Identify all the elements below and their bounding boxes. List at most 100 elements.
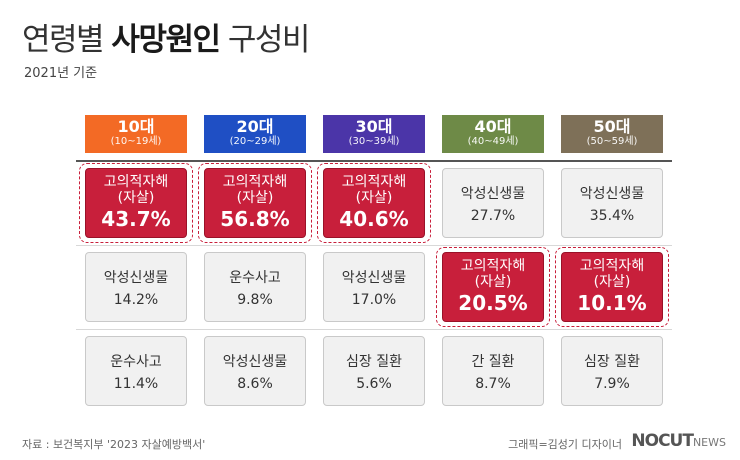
cause-label: 심장 질환 xyxy=(584,354,640,370)
table-cell: 악성신생물 8.6% xyxy=(191,330,319,413)
suicide-cause-card: 고의적자해자살10.1% xyxy=(561,252,663,322)
age-range-label: 30~39세 xyxy=(323,135,425,148)
cause-sub-label: 자살 xyxy=(205,190,305,206)
page-subtitle: 2021년 기준 xyxy=(24,66,98,81)
percentage-label: 8.7% xyxy=(475,376,511,392)
logo-main-text: NOCUT xyxy=(631,431,694,451)
cause-label: 고의적자해 xyxy=(460,258,526,274)
suicide-cause-card: 고의적자해자살40.6% xyxy=(323,168,425,238)
age-range-label: 10~19세 xyxy=(85,135,187,148)
suicide-cause-card: 고의적자해자살43.7% xyxy=(85,168,187,238)
percentage-label: 11.4% xyxy=(113,376,159,392)
row-divider xyxy=(76,329,196,330)
row-divider xyxy=(76,245,196,246)
percentage-label: 35.4% xyxy=(589,208,635,224)
logo-sub-text: NEWS xyxy=(692,436,726,449)
percentage-label: 9.8% xyxy=(237,292,273,308)
percentage-label: 40.6% xyxy=(339,207,409,231)
header-divider xyxy=(552,160,672,162)
header-divider xyxy=(195,160,315,162)
percentage-label: 7.9% xyxy=(594,376,630,392)
suicide-cause-card: 고의적자해자살56.8% xyxy=(204,168,306,238)
row-divider xyxy=(195,329,315,330)
age-column: 20대20~29세고의적자해자살56.8% 운수사고 9.8% 악성신생물 8.6% xyxy=(191,115,319,406)
table-cell: 고의적자해자살56.8% xyxy=(191,162,319,246)
table-cell: 고의적자해자살20.5% xyxy=(429,246,557,330)
age-column: 10대10~19세고의적자해자살43.7% 악성신생물 14.2% 운수사고 11.4% xyxy=(72,115,200,406)
table-cell: 악성신생물 35.4% xyxy=(548,162,676,246)
nocutnews-logo: NOCUTNEWS xyxy=(631,431,726,451)
cause-label: 고의적자해 xyxy=(103,174,169,190)
cause-card: 악성신생물 27.7% xyxy=(442,168,544,238)
header-divider xyxy=(433,160,553,162)
row-divider xyxy=(314,329,434,330)
percentage-label: 8.6% xyxy=(237,376,273,392)
age-label: 20대 xyxy=(236,117,274,136)
age-column: 50대50~59세악성신생물 35.4% 고의적자해자살10.1% 심장 질환 7.9% xyxy=(548,115,676,406)
cause-sub-label: 자살 xyxy=(562,274,662,290)
source-note: 자료 : 보건복지부 '2023 자살예방백서' xyxy=(22,438,206,451)
table-cell: 심장 질환 7.9% xyxy=(548,330,676,413)
table-cell: 악성신생물 14.2% xyxy=(72,246,200,330)
row-divider xyxy=(552,329,672,330)
graphic-credit: 그래픽=김성기 디자이너 xyxy=(508,438,622,451)
age-range-label: 40~49세 xyxy=(442,135,544,148)
cause-sub-label: 자살 xyxy=(324,190,424,206)
row-divider xyxy=(195,245,315,246)
row-divider xyxy=(433,329,553,330)
age-column: 40대40~49세악성신생물 27.7% 고의적자해자살20.5% 간 질환 8.7% xyxy=(429,115,557,406)
age-header: 30대30~39세 xyxy=(323,115,425,153)
percentage-label: 20.5% xyxy=(458,291,528,315)
highlight-outline xyxy=(317,163,431,243)
percentage-label: 5.6% xyxy=(356,376,392,392)
cause-card: 악성신생물 35.4% xyxy=(561,168,663,238)
title-prefix: 연령별 xyxy=(22,22,112,58)
age-label: 10대 xyxy=(117,117,155,136)
percentage-label: 27.7% xyxy=(470,208,516,224)
header-divider xyxy=(76,160,196,162)
age-header: 50대50~59세 xyxy=(561,115,663,153)
percentage-label: 17.0% xyxy=(351,292,397,308)
cause-card: 악성신생물 14.2% xyxy=(85,252,187,322)
cause-card: 운수사고 11.4% xyxy=(85,336,187,406)
age-header: 40대40~49세 xyxy=(442,115,544,153)
page-title: 연령별 사망원인 구성비 xyxy=(22,14,311,59)
suicide-cause-card: 고의적자해자살20.5% xyxy=(442,252,544,322)
cause-sub-label: 자살 xyxy=(86,190,186,206)
age-column: 30대30~39세고의적자해자살40.6% 악성신생물 17.0% 심장 질환 5.6% xyxy=(310,115,438,406)
table-cell: 심장 질환 5.6% xyxy=(310,330,438,413)
highlight-outline xyxy=(79,163,193,243)
age-header: 20대20~29세 xyxy=(204,115,306,153)
table-cell: 운수사고 9.8% xyxy=(191,246,319,330)
percentage-label: 14.2% xyxy=(113,292,159,308)
title-suffix: 구성비 xyxy=(219,22,311,58)
percentage-label: 43.7% xyxy=(101,207,171,231)
table-cell: 고의적자해자살40.6% xyxy=(310,162,438,246)
header-divider xyxy=(314,160,434,162)
table-cell: 고의적자해자살43.7% xyxy=(72,162,200,246)
highlight-outline xyxy=(198,163,312,243)
cause-label: 악성신생물 xyxy=(341,270,407,286)
table-cell: 악성신생물 27.7% xyxy=(429,162,557,246)
cause-label: 운수사고 xyxy=(229,270,281,286)
cause-label: 운수사고 xyxy=(110,354,162,370)
cause-label: 악성신생물 xyxy=(460,186,526,202)
cause-card: 운수사고 9.8% xyxy=(204,252,306,322)
cause-label: 고의적자해 xyxy=(222,174,288,190)
cause-card: 간 질환 8.7% xyxy=(442,336,544,406)
age-range-label: 50~59세 xyxy=(561,135,663,148)
percentage-label: 56.8% xyxy=(220,207,290,231)
cause-label: 고의적자해 xyxy=(341,174,407,190)
cause-label: 악성신생물 xyxy=(222,354,288,370)
age-header: 10대10~19세 xyxy=(85,115,187,153)
cause-label: 심장 질환 xyxy=(346,354,402,370)
cause-label: 고의적자해 xyxy=(579,258,645,274)
age-label: 30대 xyxy=(355,117,393,136)
cause-label: 간 질환 xyxy=(471,354,515,370)
table-cell: 운수사고 11.4% xyxy=(72,330,200,413)
cause-card: 심장 질환 7.9% xyxy=(561,336,663,406)
age-range-label: 20~29세 xyxy=(204,135,306,148)
highlight-outline xyxy=(555,247,669,327)
table-cell: 간 질환 8.7% xyxy=(429,330,557,413)
row-divider xyxy=(314,245,434,246)
